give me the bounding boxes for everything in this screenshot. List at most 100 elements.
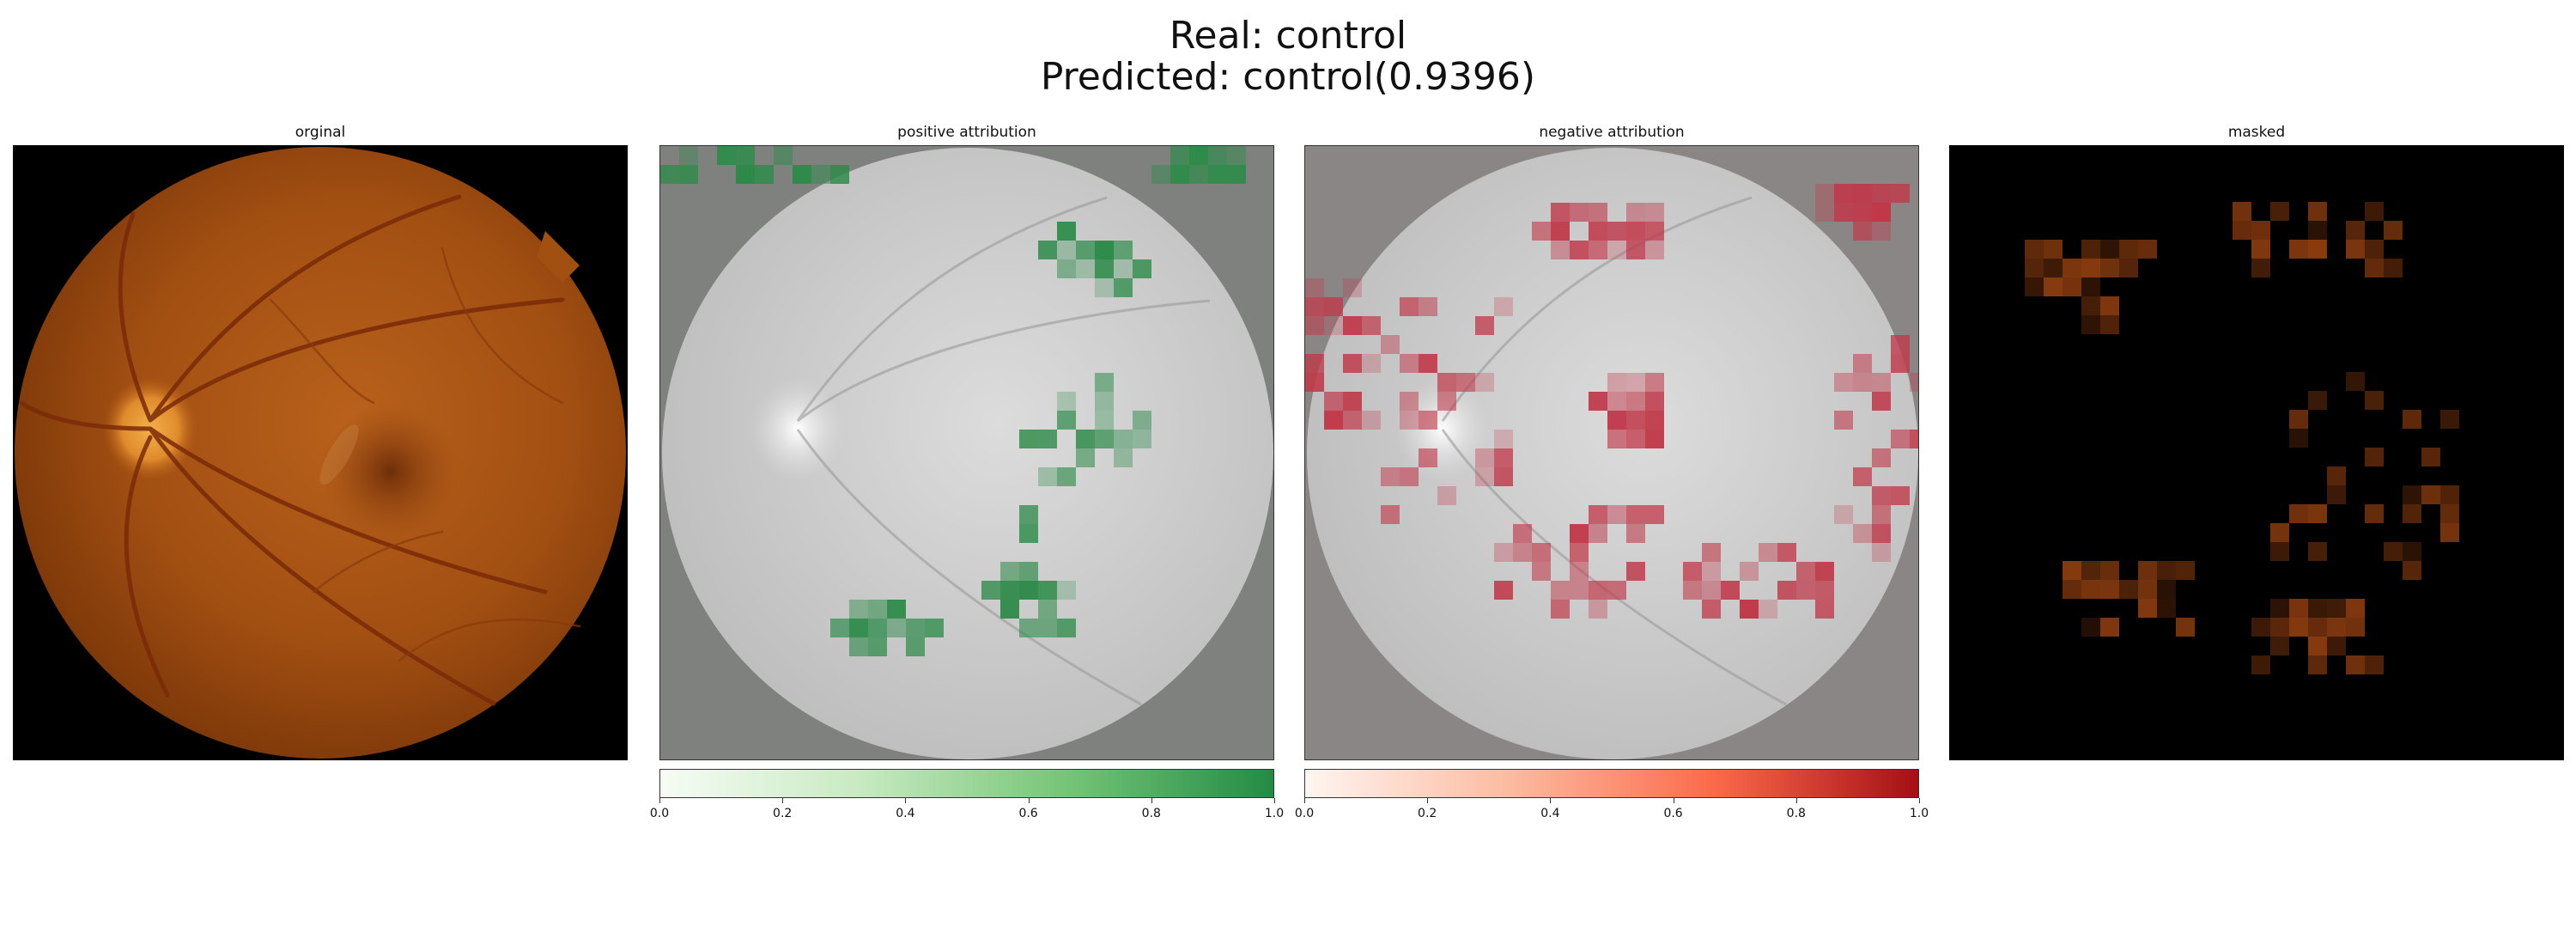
attribution-block	[2100, 296, 2119, 315]
attribution-block	[1645, 505, 1664, 524]
attribution-block	[2138, 240, 2157, 259]
attribution-block	[1683, 562, 1702, 581]
attribution-block	[1777, 543, 1796, 562]
attribution-block	[1872, 184, 1891, 203]
attribution-block	[2119, 259, 2138, 277]
attribution-block	[2100, 315, 2119, 334]
attribution-block	[1114, 278, 1133, 297]
attribution-block	[1589, 222, 1607, 241]
attribution-block	[2403, 561, 2421, 580]
attribution-block	[1626, 222, 1645, 241]
attribution-block	[1891, 486, 1910, 505]
attribution-block	[1475, 316, 1494, 335]
attribution-block	[2081, 315, 2100, 334]
attribution-block	[1853, 203, 1872, 222]
attribution-block	[2044, 259, 2063, 277]
attribution-block	[1305, 278, 1324, 297]
colorbar-tick-label: 1.0	[1264, 807, 1285, 820]
attribution-block	[1589, 505, 1607, 524]
attribution-block	[1570, 543, 1589, 562]
attribution-block	[1551, 222, 1570, 241]
attribution-block	[1419, 354, 1437, 373]
attribution-block	[1038, 430, 1057, 448]
attribution-block	[1853, 373, 1872, 392]
colorbar-tick-label: 0.8	[1141, 807, 1161, 820]
attribution-block	[887, 600, 906, 619]
attribution-block	[2327, 485, 2346, 504]
attribution-block	[2289, 240, 2308, 259]
attribution-block	[1095, 411, 1114, 430]
attribution-block	[2025, 240, 2044, 259]
attribution-block	[1076, 259, 1095, 278]
attribution-block	[1189, 165, 1208, 184]
attribution-block	[1494, 448, 1513, 467]
attribution-block	[1343, 354, 1362, 373]
attribution-block	[1000, 562, 1019, 581]
colorbar-tick	[1795, 798, 1797, 803]
attribution-block	[2346, 655, 2365, 674]
attribution-block	[1626, 524, 1645, 543]
attribution-block	[2308, 618, 2327, 637]
attribution-block	[1796, 581, 1815, 600]
attribution-block	[1872, 448, 1891, 467]
attribution-block	[2440, 410, 2459, 429]
attribution-block	[2063, 561, 2081, 580]
attribution-block	[1343, 316, 1362, 335]
attribution-block	[1853, 354, 1872, 373]
attribution-block	[1475, 373, 1494, 392]
attribution-block	[2251, 240, 2270, 259]
attribution-block	[2308, 240, 2327, 259]
masked-image	[1949, 145, 2564, 760]
attribution-block	[2289, 618, 2308, 637]
attribution-block	[1607, 505, 1626, 524]
attribution-block	[1324, 297, 1343, 316]
attribution-block	[2138, 580, 2157, 599]
attribution-block	[1589, 524, 1607, 543]
attribution-block	[1815, 581, 1834, 600]
attribution-block	[2119, 580, 2138, 599]
attribution-block	[1607, 581, 1626, 600]
attribution-block	[1872, 486, 1891, 505]
attribution-block	[2384, 259, 2403, 277]
attribution-block	[1759, 543, 1777, 562]
attribution-block	[1381, 467, 1400, 486]
attribution-block	[849, 619, 868, 637]
attribution-block	[1589, 600, 1607, 619]
attribution-block	[1872, 222, 1891, 241]
attribution-block	[1853, 467, 1872, 486]
attribution-block	[1532, 543, 1551, 562]
attribution-block	[1494, 297, 1513, 316]
attribution-block	[2440, 485, 2459, 504]
attribution-block	[1551, 581, 1570, 600]
attribution-block	[1551, 600, 1570, 619]
attribution-block	[2365, 202, 2384, 221]
attribution-block	[2063, 277, 2081, 296]
attribution-block	[1626, 241, 1645, 259]
attribution-block	[2308, 637, 2327, 655]
attribution-block	[1645, 241, 1664, 259]
attribution-block	[1057, 411, 1076, 430]
attribution-block	[1683, 581, 1702, 600]
attribution-block	[1343, 392, 1362, 411]
attribution-block	[2157, 580, 2176, 599]
attribution-block	[1626, 373, 1645, 392]
attribution-block	[1853, 184, 1872, 203]
figure-title-predicted: Predicted: control(0.9396)	[1040, 55, 1536, 99]
attribution-block	[755, 165, 774, 184]
attribution-block	[2063, 580, 2081, 599]
attribution-block	[1419, 297, 1437, 316]
attribution-block	[1891, 184, 1910, 203]
attribution-block	[906, 637, 925, 656]
positive-colorbar	[659, 769, 1274, 798]
attribution-block	[2176, 618, 2195, 637]
attribution-block	[1815, 203, 1834, 222]
attribution-block	[2233, 202, 2251, 221]
attribution-block	[1626, 505, 1645, 524]
attribution-block	[2270, 618, 2289, 637]
attribution-block	[1057, 619, 1076, 637]
attribution-block	[1589, 392, 1607, 411]
attribution-block	[2346, 240, 2365, 259]
attribution-block	[1872, 486, 1891, 505]
attribution-block	[2081, 277, 2100, 296]
attribution-block	[2081, 580, 2100, 599]
